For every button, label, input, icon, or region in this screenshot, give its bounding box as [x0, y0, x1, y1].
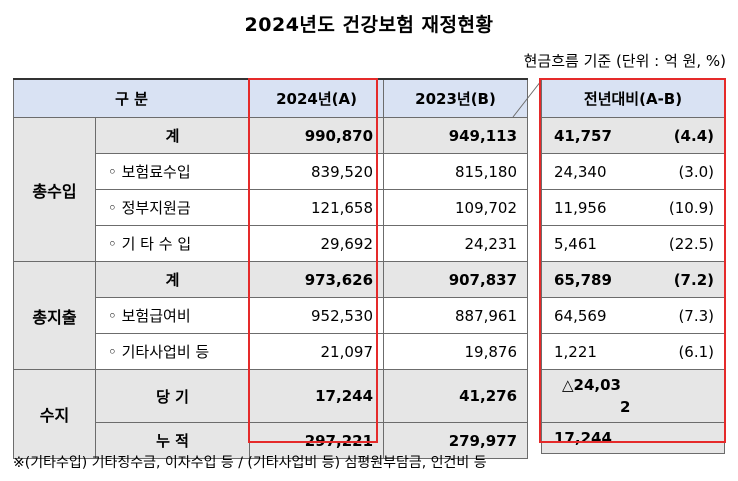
cell-value: 17,244 [249, 369, 385, 423]
diff-value: 17,244 [554, 429, 612, 447]
finance-table: 구 분 2024년(A) 2023년(B) 총수입 계 990,870 949,… [12, 78, 529, 459]
cell-value: 279,977 [383, 422, 529, 459]
table-row: 총수입 계 990,870 949,113 [13, 117, 529, 262]
table-row: ◦ 기타사업비 등 21,097 19,876 [14, 333, 529, 370]
cell-value: 907,837 [383, 261, 529, 298]
table-row: 11,956 (10.9) [541, 189, 725, 226]
cell-value: 21,097 [249, 333, 385, 370]
diff-percent: (10.9) [668, 198, 714, 217]
cell-value: 109,702 [383, 189, 529, 226]
section-balance: 수지 [13, 369, 96, 459]
row-label: ◦ 정부지원금 [94, 189, 251, 226]
cell-value: 887,961 [383, 297, 529, 334]
cell-value: 839,520 [249, 153, 385, 190]
diff-value: 1,221 [554, 342, 597, 361]
diff-percent: (7.3) [678, 306, 714, 325]
table-row: ◦ 보험료수입 839,520 815,180 [14, 153, 529, 190]
table-row: 24,340 (3.0) [541, 153, 725, 190]
table-row: 17,244 [541, 422, 725, 454]
cell-value: 952,530 [249, 297, 385, 334]
row-label: 당 기 [94, 369, 251, 423]
header-diff: 전년대비(A-B) [541, 78, 725, 118]
row-label: ◦ 기 타 수 입 [94, 225, 251, 262]
diff-percent: (7.2) [673, 270, 714, 289]
table-row: 41,757 (4.4) [541, 117, 725, 154]
diff-percent: (3.0) [678, 162, 714, 181]
header-2024: 2024년(A) [249, 78, 385, 118]
table-row: 1,221 (6.1) [541, 333, 725, 370]
diff-value-line2: 2 [620, 398, 631, 416]
diff-percent: (6.1) [678, 342, 714, 361]
row-label: ◦ 보험급여비 [94, 297, 251, 334]
header-row: 구 분 2024년(A) 2023년(B) [12, 78, 529, 118]
table-row: 64,569 (7.3) [541, 297, 725, 334]
section-revenue: 총수입 [13, 117, 96, 262]
table-row: ◦ 보험급여비 952,530 887,961 [14, 297, 529, 334]
diff-value: 64,569 [554, 306, 607, 325]
header-category: 구 분 [12, 78, 251, 118]
section-expense: 총지출 [13, 261, 96, 370]
diff-percent: (4.4) [673, 126, 714, 145]
cell-value: 121,658 [249, 189, 385, 226]
header-2023: 2023년(B) [383, 78, 529, 118]
cell-value: 973,626 [249, 261, 385, 298]
row-label: ◦ 기타사업비 등 [94, 333, 251, 370]
diff-value: 24,340 [554, 162, 607, 181]
table-row: △24,03 2 [541, 369, 725, 423]
cell-value: 41,276 [383, 369, 529, 423]
table-row: 누 적 297,221 279,977 [14, 422, 529, 459]
row-label: ◦ 보험료수입 [94, 153, 251, 190]
table-row: 5,461 (22.5) [541, 225, 725, 262]
unit-note: 현금흐름 기준 (단위 : 억 원, %) [523, 52, 726, 70]
cell-value: 19,876 [383, 333, 529, 370]
cell-value: 990,870 [249, 117, 385, 154]
row-label: 누 적 [94, 422, 251, 459]
page-title: 2024년도 건강보험 재정현황 [244, 14, 494, 36]
cell-value: 24,231 [383, 225, 529, 262]
table-row: 65,789 (7.2) [541, 261, 725, 298]
table-row: 총지출 계 973,626 907,837 [13, 261, 529, 370]
diff-value-line1: △24,03 [562, 376, 621, 394]
cell-value: 297,221 [249, 422, 385, 459]
header-divider-line [512, 80, 542, 118]
row-label: 계 [94, 261, 251, 298]
cell-value: 949,113 [383, 117, 529, 154]
diff-value: 65,789 [554, 270, 612, 289]
row-label: 계 [94, 117, 251, 154]
diff-value: 41,757 [554, 126, 612, 145]
diff-percent: (22.5) [668, 234, 714, 253]
footnote: ※(기타수입) 기타징수금, 이자수입 등 / (기타사업비 등) 심평원부담금… [13, 455, 487, 471]
table-row: 수지 당 기 17,244 41,276 [13, 369, 529, 459]
header-row: 전년대비(A-B) [541, 78, 725, 118]
diff-value: 11,956 [554, 198, 607, 217]
table-row: ◦ 정부지원금 121,658 109,702 [14, 189, 529, 226]
diff-value: 5,461 [554, 234, 597, 253]
cell-value: 815,180 [383, 153, 529, 190]
diff-table: 전년대비(A-B) 41,757 (4.4) 24,340 (3.0) 11,9… [541, 78, 725, 454]
table-row: ◦ 기 타 수 입 29,692 24,231 [14, 225, 529, 262]
cell-value: 29,692 [249, 225, 385, 262]
